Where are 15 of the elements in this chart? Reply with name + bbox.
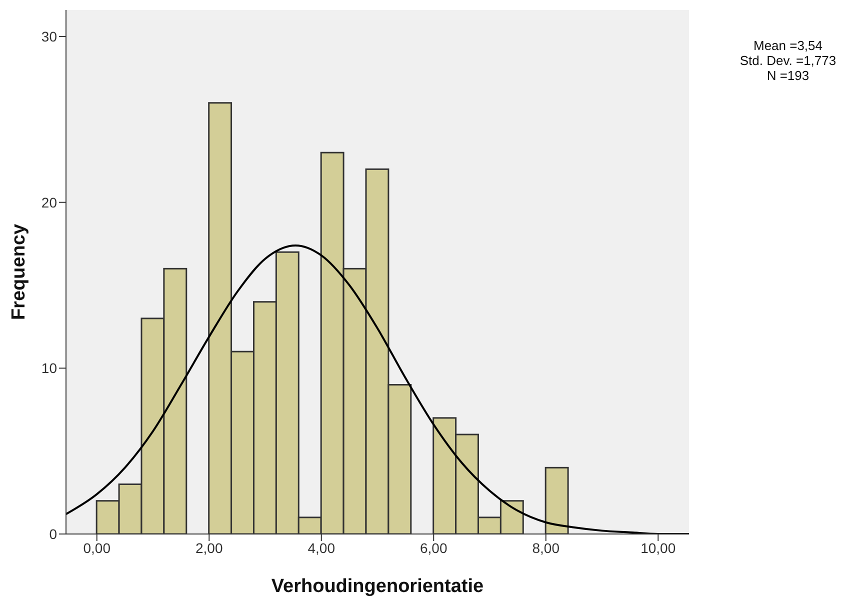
y-tick-label: 30 [41, 28, 58, 44]
text: N =193 [766, 68, 810, 83]
x-tick-label: 6,00 [420, 540, 448, 556]
y-tick-label: 10 [41, 360, 58, 376]
y-tick-label: 0 [49, 526, 58, 542]
y-axis-title: Frequency [8, 224, 30, 320]
text: Mean =3,54 [752, 38, 824, 53]
text: Std. Dev. =1,773 [738, 53, 838, 68]
x-tick-label: 10,00 [640, 540, 676, 556]
x-tick-label: 4,00 [308, 540, 336, 556]
x-tick-label: 0,00 [83, 540, 111, 556]
x-axis-title: Verhoudingenorientatie [271, 576, 484, 597]
x-tick-label: 2,00 [195, 540, 223, 556]
y-tick-label: 20 [41, 194, 58, 210]
x-tick-label: 8,00 [532, 540, 560, 556]
